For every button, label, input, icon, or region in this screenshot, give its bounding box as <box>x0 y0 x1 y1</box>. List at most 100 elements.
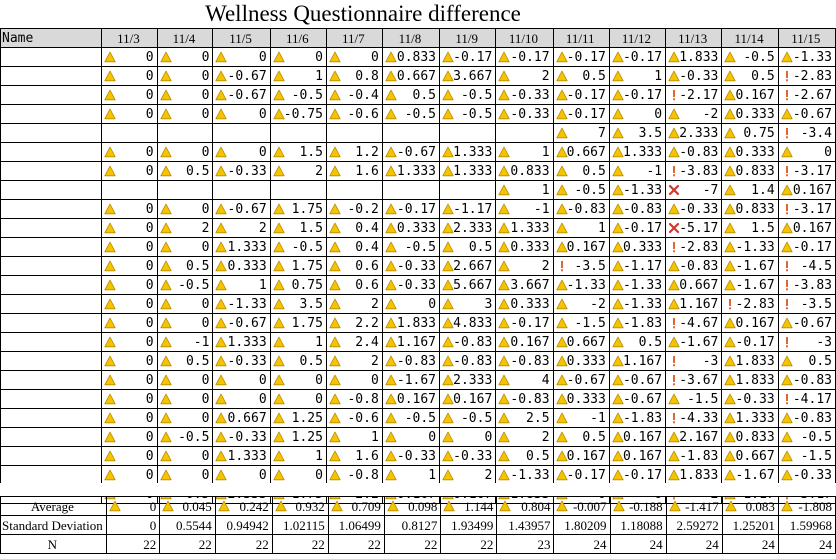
value-cell[interactable]: 0 <box>608 104 667 124</box>
value-cell[interactable]: 1.4 <box>721 180 779 200</box>
summary-value[interactable]: 0.045 <box>159 496 216 516</box>
value-cell[interactable]: 1.833 <box>665 47 723 67</box>
value-cell[interactable]: 2 <box>269 161 327 181</box>
value-cell[interactable]: -1.67 <box>721 256 779 276</box>
value-cell[interactable]: 0.167 <box>495 332 554 352</box>
value-cell[interactable]: -0.33 <box>381 275 441 295</box>
value-cell[interactable]: 0.75 <box>721 123 779 143</box>
value-cell[interactable]: 0.5 <box>721 66 779 86</box>
value-cell[interactable]: 1.25 <box>269 408 327 428</box>
value-cell[interactable]: 0 <box>381 427 441 447</box>
value-cell[interactable]: -0.2 <box>325 199 383 219</box>
value-cell[interactable]: -4.67 <box>665 313 723 333</box>
value-cell[interactable]: -0.83 <box>495 351 554 371</box>
value-cell[interactable]: -0.17 <box>721 332 779 352</box>
value-cell[interactable]: -0.83 <box>495 389 554 409</box>
value-cell[interactable]: 1.333 <box>439 142 497 162</box>
value-cell[interactable]: -0.67 <box>608 370 667 390</box>
summary-value[interactable]: -0.188 <box>609 496 667 516</box>
value-cell[interactable]: -0.5 <box>439 104 497 124</box>
value-cell[interactable]: -2.83 <box>665 237 723 257</box>
name-cell[interactable] <box>0 85 103 105</box>
value-cell[interactable]: -0.5 <box>439 408 497 428</box>
value-cell[interactable]: 0 <box>101 427 158 447</box>
value-cell[interactable]: -1.67 <box>665 332 723 352</box>
value-cell[interactable]: -0.17 <box>495 47 554 67</box>
value-cell[interactable]: 3 <box>439 294 497 314</box>
value-cell[interactable]: -0.5 <box>156 275 214 295</box>
value-cell[interactable]: -3.17 <box>777 199 836 219</box>
value-cell[interactable]: 2.2 <box>325 313 383 333</box>
value-cell[interactable]: 1.6 <box>325 161 383 181</box>
value-cell[interactable]: 0.5 <box>552 427 610 447</box>
value-cell[interactable]: -3 <box>665 351 723 371</box>
summary-value[interactable]: -1.417 <box>665 496 723 516</box>
name-cell[interactable] <box>0 370 103 390</box>
name-cell[interactable] <box>0 199 103 219</box>
value-cell[interactable]: 2.667 <box>439 256 497 276</box>
value-cell[interactable]: 2.333 <box>439 218 497 238</box>
value-cell[interactable]: 0 <box>381 294 441 314</box>
value-cell[interactable]: -1 <box>608 161 667 181</box>
name-cell[interactable] <box>0 408 103 428</box>
value-cell[interactable]: 0.4 <box>325 218 383 238</box>
value-cell[interactable]: -0.67 <box>381 142 441 162</box>
value-cell[interactable]: 0 <box>156 313 214 333</box>
value-cell[interactable]: 1 <box>552 218 610 238</box>
value-cell[interactable]: 0.833 <box>721 427 779 447</box>
value-cell[interactable]: 0 <box>156 389 214 409</box>
value-cell[interactable]: 1.2 <box>325 142 383 162</box>
value-cell[interactable] <box>439 123 497 143</box>
value-cell[interactable]: 0.8 <box>325 66 383 86</box>
name-cell[interactable] <box>0 180 103 200</box>
value-cell[interactable]: 0.833 <box>721 161 779 181</box>
value-cell[interactable]: 0.333 <box>212 256 271 276</box>
value-cell[interactable]: 0 <box>156 104 214 124</box>
value-cell[interactable]: 2 <box>325 351 383 371</box>
value-cell[interactable] <box>269 123 327 143</box>
summary-value[interactable]: 1.06499 <box>327 515 385 535</box>
value-cell[interactable]: 0 <box>269 465 327 485</box>
value-cell[interactable]: 2 <box>212 218 271 238</box>
value-cell[interactable]: -3.67 <box>665 370 723 390</box>
summary-value[interactable]: 24 <box>609 534 667 554</box>
value-cell[interactable]: -1.33 <box>777 47 836 67</box>
value-cell[interactable]: -2.83 <box>721 294 779 314</box>
value-cell[interactable]: -1.83 <box>608 408 667 428</box>
value-cell[interactable]: -3.5 <box>552 256 610 276</box>
name-cell[interactable] <box>0 313 103 333</box>
value-cell[interactable]: -0.83 <box>665 256 723 276</box>
summary-value[interactable]: 22 <box>383 534 442 554</box>
value-cell[interactable] <box>269 180 327 200</box>
summary-value[interactable]: 0.932 <box>271 496 329 516</box>
value-cell[interactable]: 2 <box>495 66 554 86</box>
value-cell[interactable]: -0.17 <box>552 47 610 67</box>
value-cell[interactable]: 0 <box>156 294 214 314</box>
value-cell[interactable]: -0.17 <box>777 237 836 257</box>
value-cell[interactable]: 2.333 <box>439 370 497 390</box>
value-cell[interactable]: -1.33 <box>495 465 554 485</box>
value-cell[interactable]: 0.167 <box>777 180 836 200</box>
value-cell[interactable]: 0.5 <box>156 161 214 181</box>
name-cell[interactable] <box>0 275 103 295</box>
value-cell[interactable]: 0.333 <box>381 218 441 238</box>
value-cell[interactable]: 2 <box>495 256 554 276</box>
value-cell[interactable]: -0.17 <box>608 465 667 485</box>
value-cell[interactable]: 1.833 <box>665 465 723 485</box>
summary-value[interactable]: -1.808 <box>777 496 836 516</box>
value-cell[interactable]: 2 <box>156 218 214 238</box>
value-cell[interactable]: 0 <box>101 351 158 371</box>
value-cell[interactable]: 1 <box>212 275 271 295</box>
value-cell[interactable] <box>212 123 271 143</box>
value-cell[interactable]: -0.17 <box>552 104 610 124</box>
summary-value[interactable]: 1.43957 <box>496 515 555 535</box>
summary-value[interactable]: 22 <box>214 534 273 554</box>
value-cell[interactable]: 1 <box>269 446 327 466</box>
value-cell[interactable]: 2 <box>439 465 497 485</box>
value-cell[interactable]: 0 <box>101 47 158 67</box>
name-cell[interactable] <box>0 256 103 276</box>
value-cell[interactable]: 0.5 <box>439 237 497 257</box>
value-cell[interactable]: 0.167 <box>608 427 667 447</box>
value-cell[interactable]: -1.67 <box>721 275 779 295</box>
value-cell[interactable]: 0.5 <box>269 351 327 371</box>
